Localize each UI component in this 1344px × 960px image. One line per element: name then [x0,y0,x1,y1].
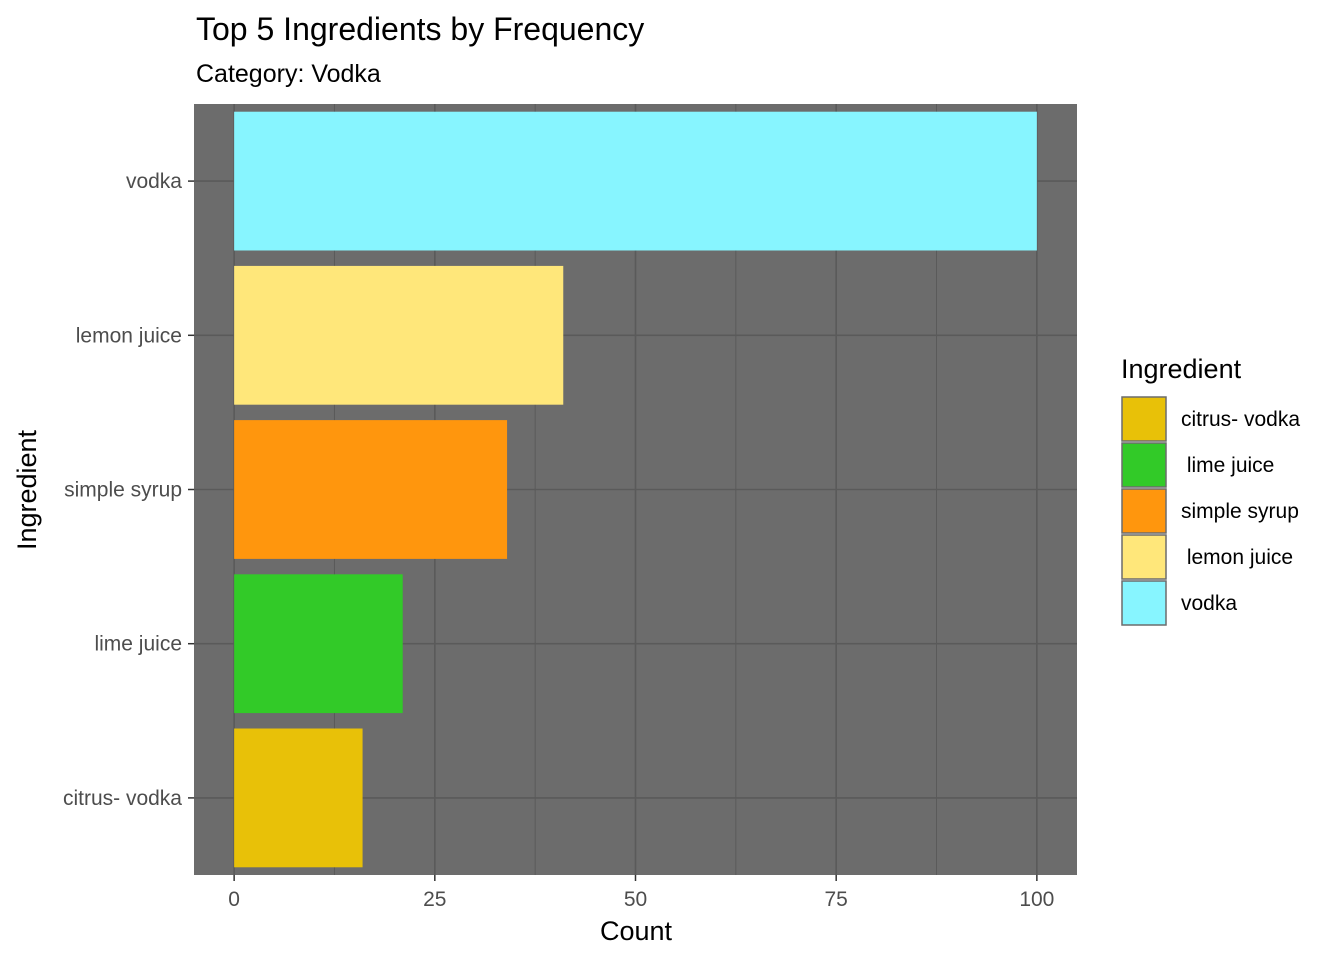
bar [234,574,403,714]
legend-label: simple syrup [1181,500,1299,523]
x-axis: 0 25 50 75 100 [228,875,1054,911]
y-tick-label: lemon juice [76,324,182,347]
x-axis-title: Count [600,916,673,946]
x-tick-label: 25 [423,888,446,911]
bar [234,420,508,559]
legend-label: citrus- vodka [1181,408,1300,431]
legend-label: lime juice [1181,454,1274,477]
y-axis: vodka lemon juice simple syrup lime juice ci… [63,170,194,810]
bar [234,265,564,405]
legend-key [1121,396,1167,442]
legend-key [1121,488,1167,534]
y-tick-label: simple syrup [64,479,182,502]
y-tick-label: vodka [126,170,182,193]
bars [234,111,1037,868]
legend-title: Ingredient [1121,354,1242,384]
x-tick-label: 0 [228,888,240,911]
x-tick-label: 75 [825,888,848,911]
y-tick-label: lime juice [94,633,182,656]
legend-key [1121,442,1167,488]
legend-key [1121,580,1167,626]
chart-title: Top 5 Ingredients by Frequency [196,11,644,47]
legend-key [1121,534,1167,580]
y-tick-label: citrus- vodka [63,787,182,810]
legend: Ingredient citrus- vodka lime juice simpl… [1121,354,1300,626]
x-tick-label: 100 [1019,888,1054,911]
legend-label: vodka [1181,592,1237,615]
bar [234,728,363,868]
chart-subtitle: Category: Vodka [196,60,381,88]
x-tick-label: 50 [624,888,647,911]
legend-label: lemon juice [1181,546,1293,569]
y-axis-title: Ingredient [12,429,42,550]
bar [234,111,1037,251]
